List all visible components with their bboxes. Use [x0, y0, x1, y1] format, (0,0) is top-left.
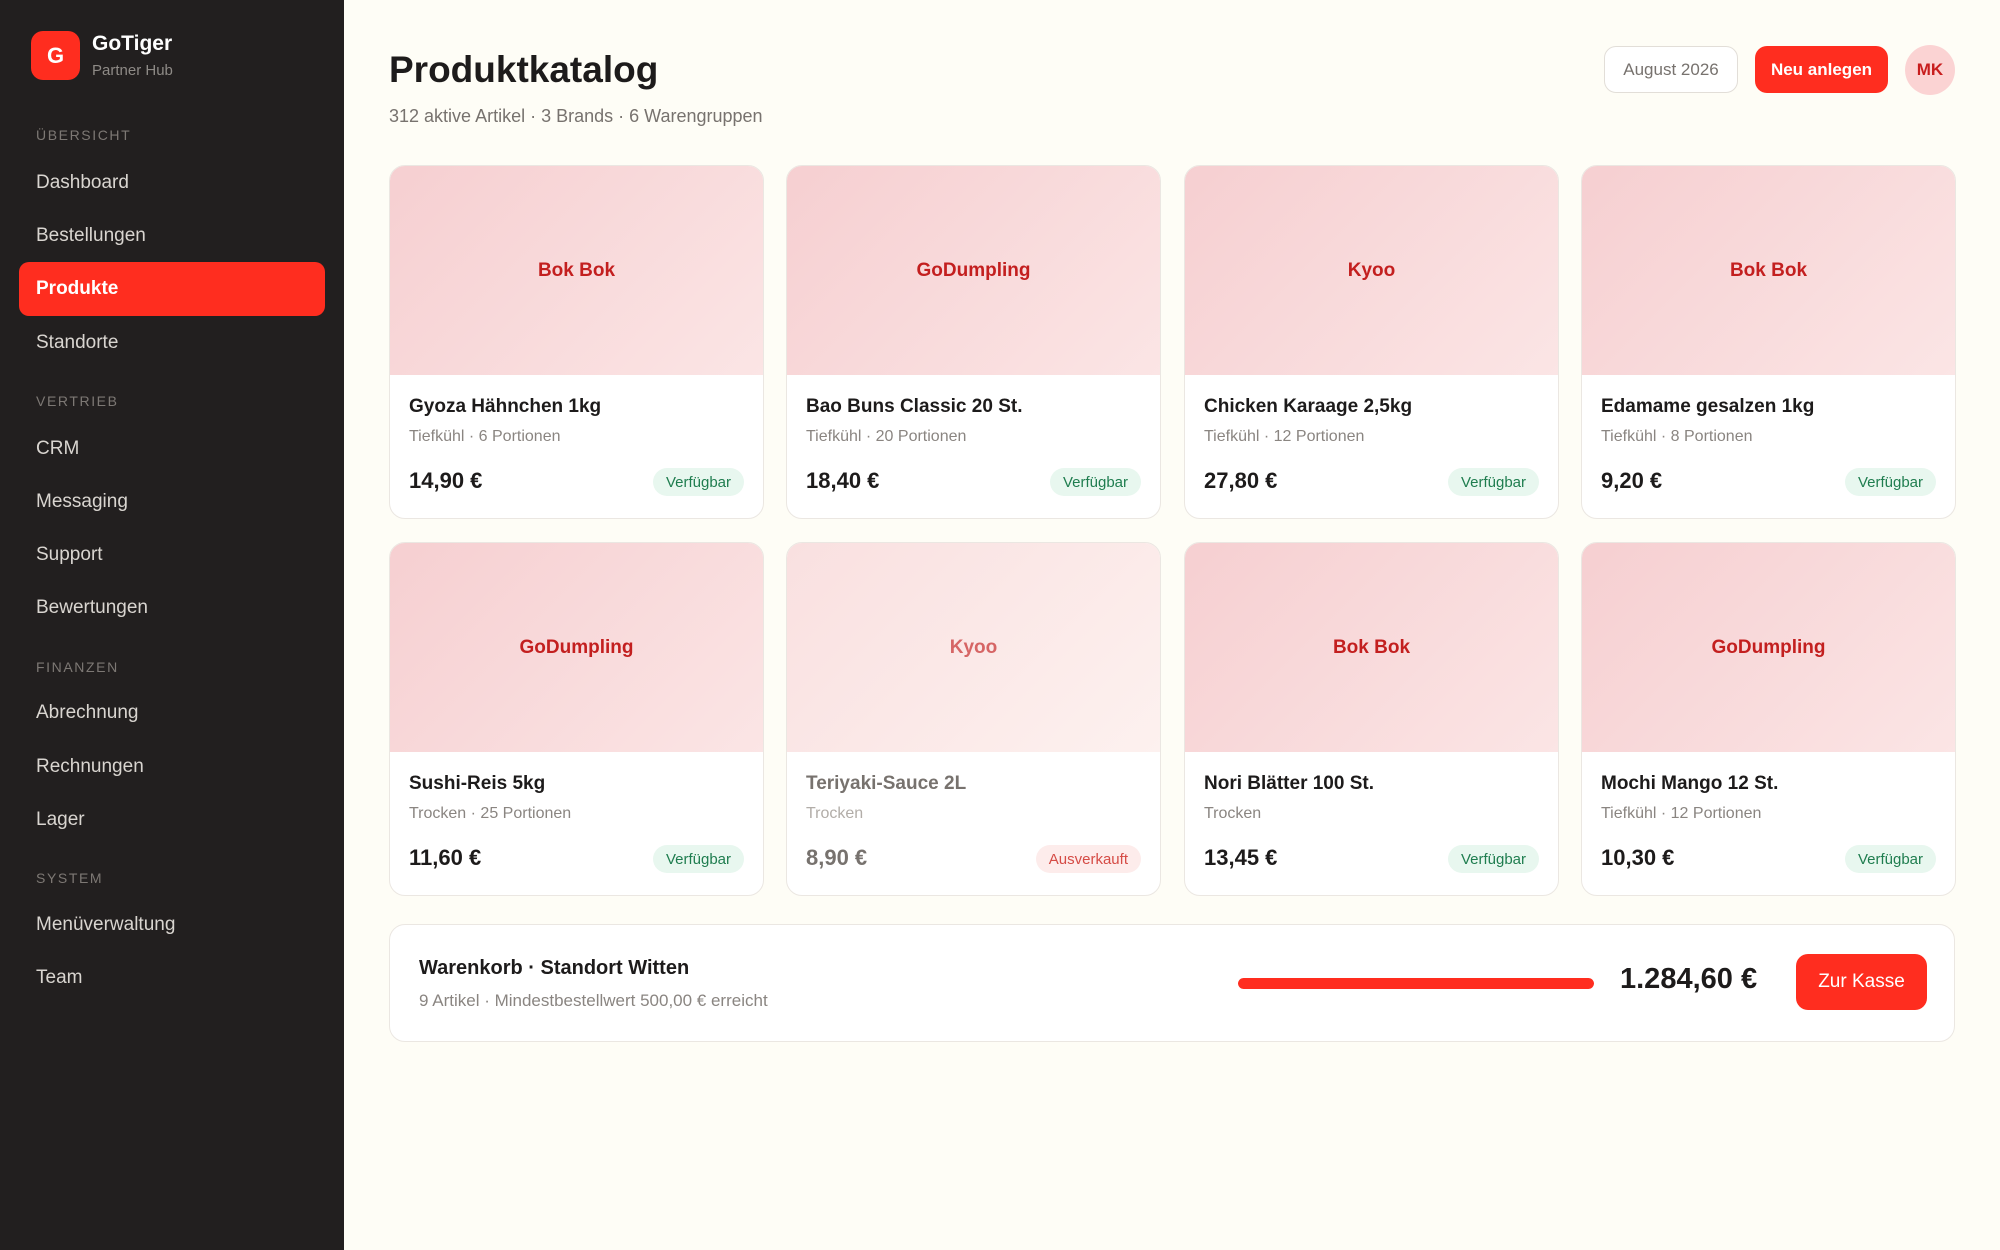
sidebar-item-bestellungen[interactable]: Bestellungen	[36, 225, 146, 246]
status-badge: Verfügbar	[652, 468, 744, 496]
product-image: GoDumpling	[787, 166, 1160, 375]
product-card[interactable]: GoDumpling Sushi-Reis 5kg Trocken · 25 P…	[389, 542, 764, 896]
sidebar-item-bewertungen[interactable]: Bewertungen	[36, 597, 148, 618]
cart-title: Warenkorb · Standort Witten	[419, 957, 690, 979]
status-badge: Ausverkauft	[1035, 845, 1141, 873]
sidebar-item-messaging[interactable]: Messaging	[36, 491, 128, 512]
product-name: Gyoza Hähnchen 1kg	[409, 396, 602, 417]
product-price: 8,90 €	[806, 845, 868, 870]
product-brand: Bok Bok	[1729, 259, 1808, 281]
product-meta: Trocken	[806, 805, 864, 822]
product-price: 9,20 €	[1601, 468, 1663, 493]
product-price: 14,90 €	[409, 468, 483, 493]
product-image: GoDumpling	[1582, 543, 1955, 752]
product-meta: Tiefkühl · 12 Portionen	[1601, 805, 1762, 822]
nav-section-vertrieb: VERTRIEB	[36, 393, 119, 409]
product-image: Bok Bok	[1185, 543, 1558, 752]
product-meta: Trocken	[1204, 805, 1262, 822]
sidebar-item-lager[interactable]: Lager	[36, 809, 85, 830]
status-badge: Verfügbar	[1844, 468, 1936, 496]
product-name: Chicken Karaage 2,5kg	[1204, 396, 1413, 417]
cart-subtitle: 9 Artikel · Mindestbestellwert 500,00 € …	[419, 991, 768, 1010]
product-brand: GoDumpling	[916, 259, 1031, 281]
progress-fill	[1238, 978, 1594, 989]
page-title: Produktkatalog	[389, 49, 659, 90]
sidebar-item-dashboard[interactable]: Dashboard	[36, 172, 129, 193]
product-meta: Tiefkühl · 20 Portionen	[806, 428, 967, 445]
product-price: 10,30 €	[1601, 845, 1675, 870]
product-name: Mochi Mango 12 St.	[1601, 773, 1779, 794]
product-card[interactable]: Bok Bok Gyoza Hähnchen 1kg Tiefkühl · 6 …	[389, 165, 764, 519]
product-brand: Bok Bok	[1332, 636, 1411, 658]
nav-section-uebersicht: ÜBERSICHT	[36, 127, 132, 143]
product-brand: Kyoo	[1347, 259, 1396, 281]
product-brand: Kyoo	[949, 636, 998, 658]
status-badge: Verfügbar	[652, 845, 744, 873]
product-image: GoDumpling	[390, 543, 763, 752]
sidebar-item-crm[interactable]: CRM	[36, 438, 80, 459]
product-name: Teriyaki-Sauce 2L	[806, 773, 967, 794]
product-price: 27,80 €	[1204, 468, 1278, 493]
avatar[interactable]: MK	[1905, 45, 1955, 95]
product-meta: Tiefkühl · 8 Portionen	[1601, 428, 1753, 445]
month-selector-button[interactable]: August 2026	[1604, 46, 1738, 93]
product-brand: GoDumpling	[519, 636, 634, 658]
new-product-button[interactable]: Neu anlegen	[1755, 46, 1888, 93]
product-name: Sushi-Reis 5kg	[409, 773, 546, 794]
product-name: Bao Buns Classic 20 St.	[806, 396, 1023, 417]
nav-section-finanzen: FINANZEN	[36, 659, 119, 675]
product-meta: Tiefkühl · 12 Portionen	[1204, 428, 1365, 445]
product-card[interactable]: Bok Bok Edamame gesalzen 1kg Tiefkühl · …	[1581, 165, 1956, 519]
product-price: 13,45 €	[1204, 845, 1278, 870]
sidebar-item-support[interactable]: Support	[36, 544, 103, 565]
checkout-button[interactable]: Zur Kasse	[1796, 954, 1927, 1010]
brand-subtitle: Partner Hub	[92, 62, 173, 79]
page-subtitle: 312 aktive Artikel · 3 Brands · 6 Wareng…	[389, 106, 763, 126]
status-badge: Verfügbar	[1447, 468, 1539, 496]
product-brand: Bok Bok	[537, 259, 616, 281]
brand[interactable]: G GoTiger Partner Hub	[31, 31, 173, 80]
sidebar-item-produkte[interactable]: Produkte	[19, 262, 325, 316]
sidebar-item-standorte[interactable]: Standorte	[36, 332, 119, 353]
product-meta: Tiefkühl · 6 Portionen	[409, 428, 561, 445]
status-badge: Verfügbar	[1049, 468, 1141, 496]
product-image: Kyoo	[1185, 166, 1558, 375]
sidebar-item-abrechnung[interactable]: Abrechnung	[36, 702, 139, 723]
product-brand: GoDumpling	[1711, 636, 1826, 658]
status-badge: Verfügbar	[1844, 845, 1936, 873]
sidebar: G GoTiger Partner Hub ÜBERSICHT Dashboar…	[0, 0, 344, 1250]
product-image: Bok Bok	[390, 166, 763, 375]
product-card[interactable]: GoDumpling Bao Buns Classic 20 St. Tiefk…	[786, 165, 1161, 519]
product-name: Nori Blätter 100 St.	[1204, 773, 1374, 794]
sidebar-item-menueverwaltung[interactable]: Menüverwaltung	[36, 914, 176, 935]
sidebar-item-team[interactable]: Team	[36, 967, 83, 988]
product-card[interactable]: GoDumpling Mochi Mango 12 St. Tiefkühl ·…	[1581, 542, 1956, 896]
product-card[interactable]: Kyoo Chicken Karaage 2,5kg Tiefkühl · 12…	[1184, 165, 1559, 519]
product-meta: Trocken · 25 Portionen	[409, 805, 572, 822]
product-image: Kyoo	[787, 543, 1160, 752]
brand-name: GoTiger	[92, 32, 173, 55]
nav-section-system: SYSTEM	[36, 870, 104, 886]
product-price: 11,60 €	[409, 845, 482, 870]
gotiger-logo-icon: G	[31, 31, 80, 80]
product-card[interactable]: Bok Bok Nori Blätter 100 St. Trocken 13,…	[1184, 542, 1559, 896]
product-price: 18,40 €	[806, 468, 880, 493]
product-name: Edamame gesalzen 1kg	[1601, 396, 1815, 417]
product-image: Bok Bok	[1582, 166, 1955, 375]
cart-summary: Warenkorb · Standort Witten 9 Artikel · …	[389, 924, 1955, 1042]
cart-total: 1.284,60 €	[1620, 963, 1758, 995]
status-badge: Verfügbar	[1447, 845, 1539, 873]
product-card[interactable]: Kyoo Teriyaki-Sauce 2L Trocken 8,90 € Au…	[786, 542, 1161, 896]
minimum-order-progress	[1238, 978, 1594, 989]
sidebar-item-rechnungen[interactable]: Rechnungen	[36, 756, 144, 777]
